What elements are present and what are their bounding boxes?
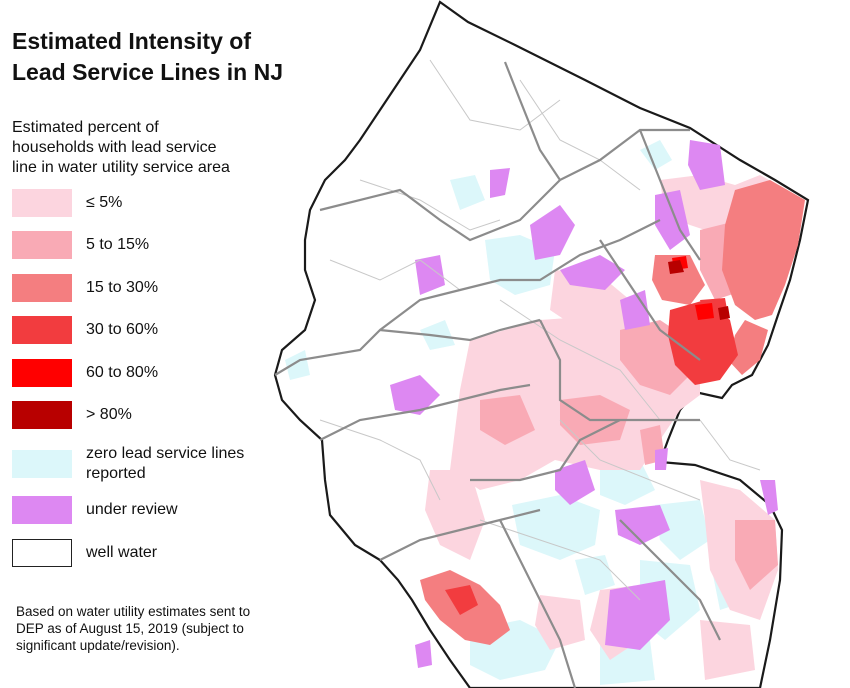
legend-item-under-review: under review: [12, 495, 178, 525]
legend-label-zero-lead: zero lead service lines reported: [86, 444, 244, 484]
legend-label-30-60: 30 to 60%: [86, 321, 159, 338]
legend-item-60-80: 60 to 80%: [12, 358, 158, 388]
legend-swatch-under-review: [12, 496, 72, 524]
legend-swatch-15-30: [12, 274, 72, 302]
legend-item-zero-lead: zero lead service lines reported: [12, 445, 244, 483]
under-review-areas: [390, 140, 778, 668]
lead-80-plus-areas: [668, 260, 730, 320]
legend-label-under-review: under review: [86, 501, 178, 518]
legend-label-zero-lead-line-2: reported: [86, 465, 146, 482]
legend-heading: Estimated percent of households with lea…: [12, 118, 230, 178]
legend-heading-line-1: Estimated percent of: [12, 119, 159, 136]
legend-label-15-30: 15 to 30%: [86, 279, 159, 296]
legend-swatch-30-60: [12, 316, 72, 344]
legend-label-le5: ≤ 5%: [86, 194, 123, 211]
legend-label-well-water: well water: [86, 544, 158, 561]
legend-heading-line-2: households with lead service: [12, 139, 217, 156]
legend-label-gt80: > 80%: [86, 406, 132, 423]
legend-item-15-30: 15 to 30%: [12, 273, 158, 303]
footnote-line-3: significant update/revision).: [16, 638, 180, 653]
municipal-boundaries: [319, 59, 761, 601]
legend-swatch-gt80: [12, 401, 72, 429]
title-line-1: Estimated Intensity of: [12, 28, 251, 54]
title-line-2: Lead Service Lines in NJ: [12, 59, 284, 85]
legend-label-zero-lead-line-1: zero lead service lines: [86, 445, 245, 462]
legend-label-5-15: 5 to 15%: [86, 236, 150, 253]
legend-item-30-60: 30 to 60%: [12, 315, 158, 345]
legend-item-5-15: 5 to 15%: [12, 230, 149, 260]
footnote: Based on water utility estimates sent to…: [16, 603, 306, 654]
legend-item-gt80: > 80%: [12, 400, 132, 430]
map-title: Estimated Intensity of Lead Service Line…: [12, 26, 283, 88]
legend-swatch-5-15: [12, 231, 72, 259]
county-borders: [274, 61, 721, 688]
legend-heading-line-3: line in water utility service area: [12, 159, 230, 176]
legend-swatch-zero-lead: [12, 450, 72, 478]
legend-item-le5: ≤ 5%: [12, 188, 122, 218]
legend-swatch-le5: [12, 189, 72, 217]
legend-swatch-60-80: [12, 359, 72, 387]
footnote-line-1: Based on water utility estimates sent to: [16, 604, 251, 619]
legend-item-well-water: well water: [12, 538, 157, 568]
footnote-line-2: DEP as of August 15, 2019 (subject to: [16, 621, 244, 636]
legend-label-60-80: 60 to 80%: [86, 364, 159, 381]
legend-swatch-well-water: [12, 539, 72, 567]
